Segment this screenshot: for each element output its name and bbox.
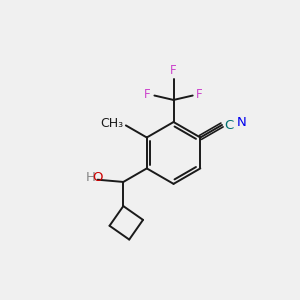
Text: F: F [196, 88, 203, 100]
Text: CH₃: CH₃ [100, 117, 124, 130]
Text: H: H [86, 171, 96, 184]
Text: F: F [144, 88, 151, 100]
Text: C: C [224, 119, 233, 132]
Text: O: O [92, 171, 103, 184]
Text: N: N [237, 116, 247, 128]
Text: F: F [170, 64, 177, 77]
